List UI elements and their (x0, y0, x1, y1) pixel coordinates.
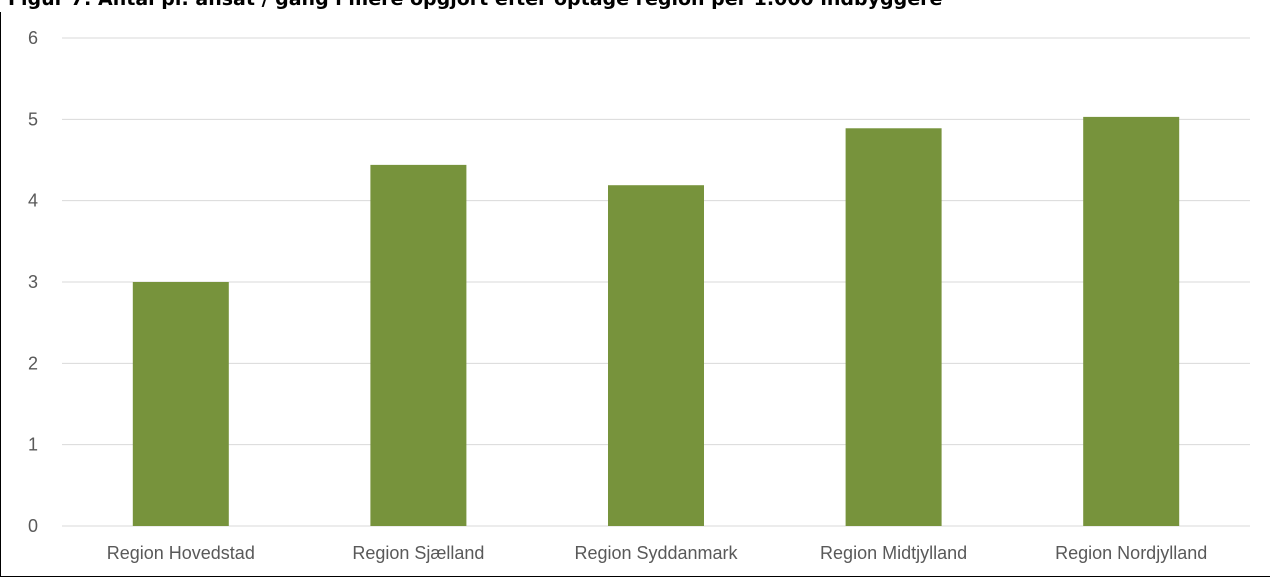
chart-title-strip: Figur 7: Antal pr. ansat / gang i mere o… (0, 0, 1271, 12)
y-tick-label: 5 (28, 109, 38, 129)
x-tick-label: Region Sjælland (352, 543, 484, 563)
x-tick-label: Region Hovedstad (107, 543, 255, 563)
x-tick-label: Region Nordjylland (1055, 543, 1207, 563)
y-tick-label: 2 (28, 353, 38, 373)
bar (132, 282, 229, 526)
y-axis-tick-labels: 0 1 2 3 4 5 6 (28, 28, 38, 536)
y-tick-label: 4 (28, 191, 38, 211)
bar (370, 164, 467, 526)
chart-frame (0, 12, 1270, 577)
x-tick-label: Region Midtjylland (820, 543, 967, 563)
bar (608, 185, 704, 527)
x-tick-label: Region Syddanmark (574, 543, 738, 563)
bar (845, 128, 942, 526)
bar (1083, 116, 1180, 526)
bars (132, 116, 1180, 527)
chart-title: Figur 7: Antal pr. ansat / gang i mere o… (8, 0, 942, 10)
x-axis-tick-labels: Region Hovedstad Region Sjælland Region Sy… (107, 543, 1208, 563)
y-tick-label: 3 (28, 272, 38, 292)
y-tick-label: 6 (28, 28, 38, 48)
y-tick-label: 1 (28, 435, 38, 455)
y-tick-label: 0 (28, 516, 38, 536)
